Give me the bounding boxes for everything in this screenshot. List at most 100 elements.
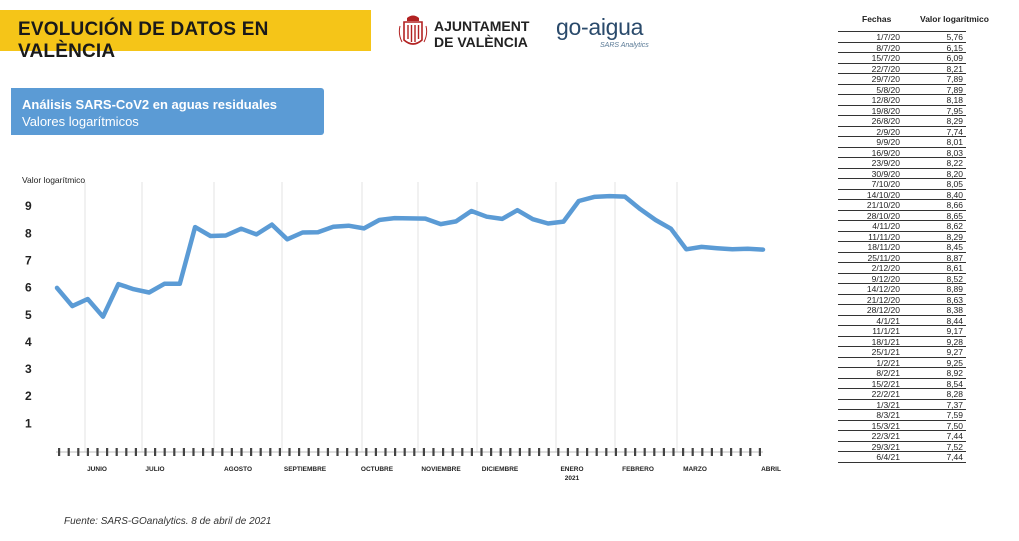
y-tick-label: 9 [25,199,32,213]
table-cell-value: 8,44 [946,315,963,326]
y-tick-label: 7 [25,253,32,267]
table-cell-date: 11/11/20 [868,231,900,242]
x-axis-tick [192,448,195,456]
table-row: 15/3/21 7,50 [838,420,966,431]
table-cell-value: 8,63 [946,294,963,305]
x-axis-tick [211,448,214,456]
table-cell-value: 8,54 [946,378,963,389]
table-row: 2/9/20 7,74 [838,127,966,137]
x-axis-tick [96,448,99,456]
table-cell-value: 7,95 [946,105,963,116]
x-axis-tick [403,448,406,456]
table-cell-value: 8,01 [946,137,963,147]
table-row: 16/9/20 8,03 [838,148,966,158]
table-cell-date: 1/2/21 [876,357,900,368]
x-axis-tick [288,448,291,456]
x-axis-tick [643,448,646,456]
table-row: 28/10/20 8,65 [838,210,966,221]
table-row: 7/10/20 8,05 [838,179,966,190]
y-tick-label: 6 [25,281,32,295]
table-cell-date: 15/2/21 [871,378,900,389]
table-row: 15/2/21 8,54 [838,378,966,389]
y-tick-label: 4 [25,335,32,349]
table-cell-value: 8,28 [946,389,963,399]
table-row: 18/1/21 9,28 [838,336,966,347]
table-header-valor: Valor logarítmico [920,14,989,24]
table-row: 14/12/20 8,89 [838,284,966,295]
table-cell-date: 8/2/21 [876,368,900,378]
x-axis-tick [307,448,310,456]
table-cell-date: 30/9/20 [871,168,900,179]
x-tick-labels: JUNIO JULIO AGOSTO SEPTIEMBRE OCTUBRE NOVIEMB… [87,466,781,482]
x-axis-tick [221,448,224,456]
x-tick-label: DICIEMBRE [482,466,519,473]
x-axis-tick [739,448,742,456]
table-cell-date: 15/3/21 [871,420,900,431]
table-cell-date: 22/3/21 [871,431,900,441]
table-row: 29/3/21 7,52 [838,441,966,452]
table-row: 25/1/21 9,27 [838,347,966,358]
table-cell-date: 29/7/20 [871,74,900,84]
x-axis-tick [202,448,205,456]
x-axis-tick [634,448,637,456]
table-row: 8/3/21 7,59 [838,410,966,421]
x-axis-tick [614,448,617,456]
x-axis-tick [720,448,723,456]
table-cell-date: 2/12/20 [871,263,900,273]
x-axis [56,448,763,456]
x-axis-tick [547,448,550,456]
x-axis-tick [730,448,733,456]
table-cell-value: 8,20 [946,168,963,179]
table-cell-date: 9/9/20 [876,137,900,147]
table-cell-date: 29/3/21 [871,441,900,452]
x-axis-tick [701,448,704,456]
table-cell-date: 4/11/20 [872,221,900,231]
y-tick-label: 5 [25,308,32,322]
table-cell-date: 6/4/21 [876,452,900,462]
x-axis-tick [595,448,598,456]
x-axis-tick [384,448,387,456]
table-row: 4/11/20 8,62 [838,221,966,232]
table-cell-value: 8,22 [946,158,963,168]
table-cell-date: 14/10/20 [866,189,900,200]
ajuntament-line1: AJUNTAMENT [434,18,530,34]
x-axis-tick [230,448,233,456]
x-axis-tick [58,448,61,456]
x-tick-label: JUNIO [87,466,107,473]
table-cell-value: 8,65 [946,210,963,221]
x-axis-tick [134,448,137,456]
x-axis-tick [624,448,627,456]
table-cell-value: 7,59 [946,410,963,420]
x-axis-tick [538,448,541,456]
table-cell-date: 1/3/21 [876,399,900,410]
y-tick-labels: 9 8 7 6 5 4 3 2 1 [25,199,32,430]
table-cell-date: 12/8/20 [871,95,900,105]
y-tick-label: 3 [25,362,32,376]
table-cell-date: 11/1/21 [872,326,900,336]
x-axis-tick [432,448,435,456]
table-row: 21/10/20 8,66 [838,200,966,211]
x-axis-tick [691,448,694,456]
x-axis-tick [298,448,301,456]
x-axis-tick [518,448,521,456]
x-axis-tick [115,448,118,456]
table-cell-value: 7,44 [946,452,963,462]
x-axis-tick [394,448,397,456]
table-cell-date: 25/1/21 [871,347,900,357]
table-cell-value: 6,15 [946,42,963,53]
table-row: 5/8/20 7,89 [838,85,966,95]
x-axis-tick [67,448,70,456]
subtitle-line1: Análisis SARS-CoV2 en aguas residuales [22,97,278,112]
table-cell-value: 9,28 [946,336,963,347]
table-cell-date: 25/11/20 [867,252,900,263]
table-cell-value: 7,44 [946,431,963,441]
x-axis-tick [250,448,253,456]
table-cell-date: 19/8/20 [871,105,900,116]
x-axis-tick [154,448,157,456]
x-axis-tick [355,448,358,456]
line-chart: Valor logarítmico 9 8 7 6 5 4 3 2 1 JUNIO JULIO AG… [22,175,781,482]
subtitle-box: Análisis SARS-CoV2 en aguas residuales V… [11,88,324,135]
table-row: 26/8/20 8,29 [838,116,966,127]
table-cell-value: 8,29 [946,231,963,242]
x-axis-tick [106,448,109,456]
